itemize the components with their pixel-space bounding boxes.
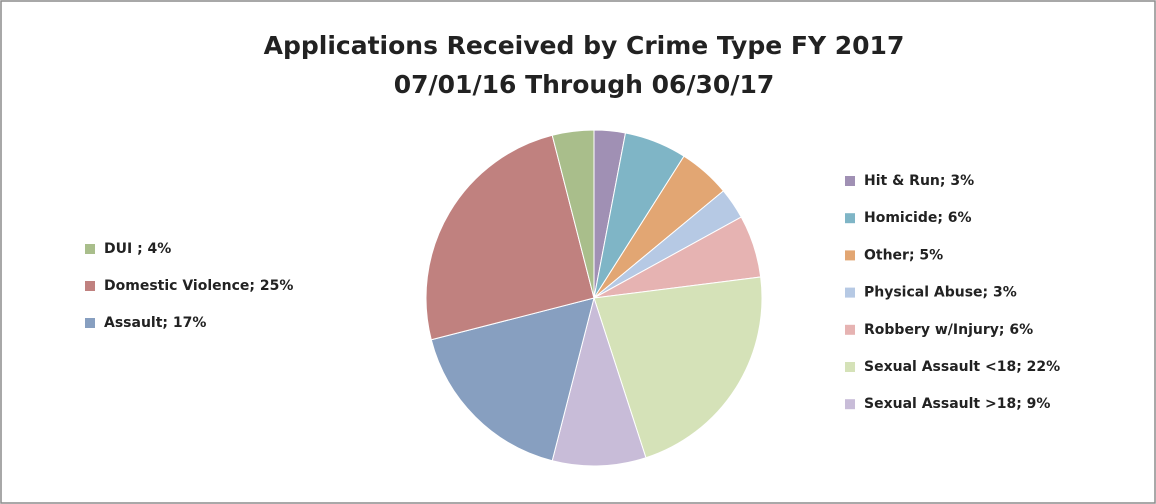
pie-slice (430, 297, 595, 462)
legend-label: Homicide; 6% (864, 210, 972, 226)
legend-swatch (845, 287, 855, 298)
legend-label: Assault; 17% (104, 315, 206, 331)
legend-label: Physical Abuse; 3% (864, 285, 1017, 301)
legend-label: Sexual Assault >18; 9% (864, 396, 1050, 412)
legend-swatch (845, 362, 855, 372)
pie-slice (551, 129, 595, 299)
chart-subtitle: 07/01/16 Through 06/30/17 (394, 70, 775, 99)
legend-swatch (845, 399, 855, 410)
legend-label: DUI ; 4% (104, 241, 171, 257)
legend-label: Hit & Run; 3% (864, 173, 974, 189)
legend-label: Robbery w/Injury; 6% (864, 322, 1033, 338)
legend-swatch (845, 176, 855, 186)
legend-swatch (85, 244, 95, 254)
legend-label: Other; 5% (864, 247, 943, 263)
chart-title: Applications Received by Crime Type FY 2… (264, 31, 905, 60)
legend-label: Sexual Assault <18; 22% (864, 359, 1060, 375)
legend-label: Domestic Violence; 25% (104, 278, 293, 294)
legend-swatch (85, 281, 95, 291)
pie-slice (551, 296, 647, 467)
legend-swatch (845, 213, 855, 224)
legend-swatch (85, 318, 95, 328)
legend-swatch (845, 250, 855, 261)
legend-swatch (845, 324, 855, 335)
pie-slice (593, 276, 763, 459)
pie-slice (425, 134, 595, 341)
